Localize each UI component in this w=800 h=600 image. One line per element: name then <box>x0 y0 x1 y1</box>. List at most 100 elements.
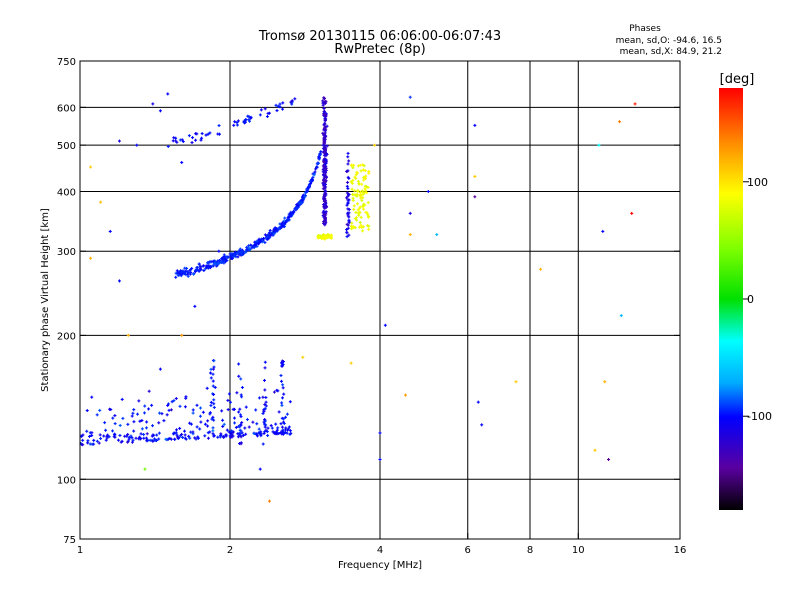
data-point <box>292 210 296 214</box>
data-point <box>264 400 268 404</box>
data-point <box>255 422 259 426</box>
data-point <box>216 261 220 265</box>
data-point <box>147 389 151 393</box>
data-point <box>322 179 326 183</box>
data-point <box>244 250 248 254</box>
data-point <box>225 428 229 432</box>
data-point <box>277 226 281 230</box>
data-point <box>85 409 89 413</box>
data-point <box>367 227 371 231</box>
data-point <box>221 424 225 428</box>
data-point <box>237 374 241 378</box>
y-tick-label: 750 <box>57 57 76 68</box>
data-point <box>284 415 288 419</box>
data-point <box>197 262 201 266</box>
y-tick-label: 400 <box>57 187 76 198</box>
x-tick-label: 16 <box>674 545 687 556</box>
data-point <box>236 119 240 123</box>
data-point <box>211 429 215 433</box>
data-point <box>240 431 244 435</box>
data-point <box>361 168 365 172</box>
data-point <box>180 333 184 337</box>
data-point <box>303 195 307 199</box>
data-point <box>280 361 284 365</box>
data-point <box>169 437 173 441</box>
data-point <box>234 425 238 429</box>
data-point <box>324 166 328 170</box>
data-point <box>480 423 484 427</box>
data-point <box>165 413 169 417</box>
data-point <box>95 439 99 443</box>
data-point <box>170 400 174 404</box>
data-point <box>138 419 142 423</box>
data-point <box>104 438 108 442</box>
data-point <box>345 191 349 195</box>
data-point <box>188 272 192 276</box>
data-point <box>119 440 123 444</box>
data-point <box>132 420 136 424</box>
data-point <box>324 179 328 183</box>
data-point <box>166 402 170 406</box>
data-point <box>143 467 147 471</box>
data-point <box>151 424 155 428</box>
data-point <box>175 433 179 437</box>
data-point <box>347 233 351 237</box>
data-point <box>269 424 273 428</box>
data-point <box>286 427 290 431</box>
data-point <box>318 152 322 156</box>
y-axis-ticks: 75 100 200 300 400 500 600 750 <box>57 57 680 546</box>
data-point <box>238 428 242 432</box>
data-point <box>324 193 328 197</box>
data-point <box>200 136 204 140</box>
data-point <box>365 191 369 195</box>
y-tick-label: 75 <box>63 535 76 546</box>
data-point <box>289 431 293 435</box>
data-point <box>321 99 325 103</box>
data-point <box>281 383 285 387</box>
data-point <box>323 217 327 221</box>
y-tick-label: 200 <box>57 331 76 342</box>
data-point <box>244 432 248 436</box>
data-point <box>103 421 107 425</box>
data-point <box>263 403 267 407</box>
data-point <box>280 429 284 433</box>
colorbar-tick-label: -100 <box>747 410 772 423</box>
data-point <box>144 426 148 430</box>
data-point <box>186 271 190 275</box>
data-point <box>346 212 350 216</box>
y-tick-label: 500 <box>57 141 76 152</box>
data-point <box>323 158 327 162</box>
data-point <box>361 225 365 229</box>
data-point <box>212 405 216 409</box>
data-point <box>232 123 236 127</box>
data-point <box>130 436 134 440</box>
data-point <box>295 203 299 207</box>
data-point <box>191 408 195 412</box>
data-point <box>245 245 249 249</box>
data-point <box>235 391 239 395</box>
data-point <box>241 433 245 437</box>
data-point <box>347 193 351 197</box>
data-point <box>263 233 267 237</box>
data-point <box>275 428 279 432</box>
data-point <box>187 434 191 438</box>
data-point <box>179 272 183 276</box>
data-point <box>514 380 518 384</box>
stats-heading: Phases <box>629 24 661 34</box>
data-point <box>322 106 326 110</box>
data-point <box>322 96 326 100</box>
data-point <box>217 249 221 253</box>
data-point <box>144 436 148 440</box>
data-point <box>352 207 356 211</box>
data-point <box>355 202 359 206</box>
data-point <box>426 189 430 193</box>
data-point <box>345 235 349 239</box>
data-point <box>320 236 324 240</box>
data-point <box>222 253 226 257</box>
data-point <box>313 170 317 174</box>
data-point <box>199 138 203 142</box>
data-point <box>151 102 155 106</box>
data-point <box>105 434 109 438</box>
x-tick-label: 10 <box>572 545 585 556</box>
data-point <box>247 425 251 429</box>
